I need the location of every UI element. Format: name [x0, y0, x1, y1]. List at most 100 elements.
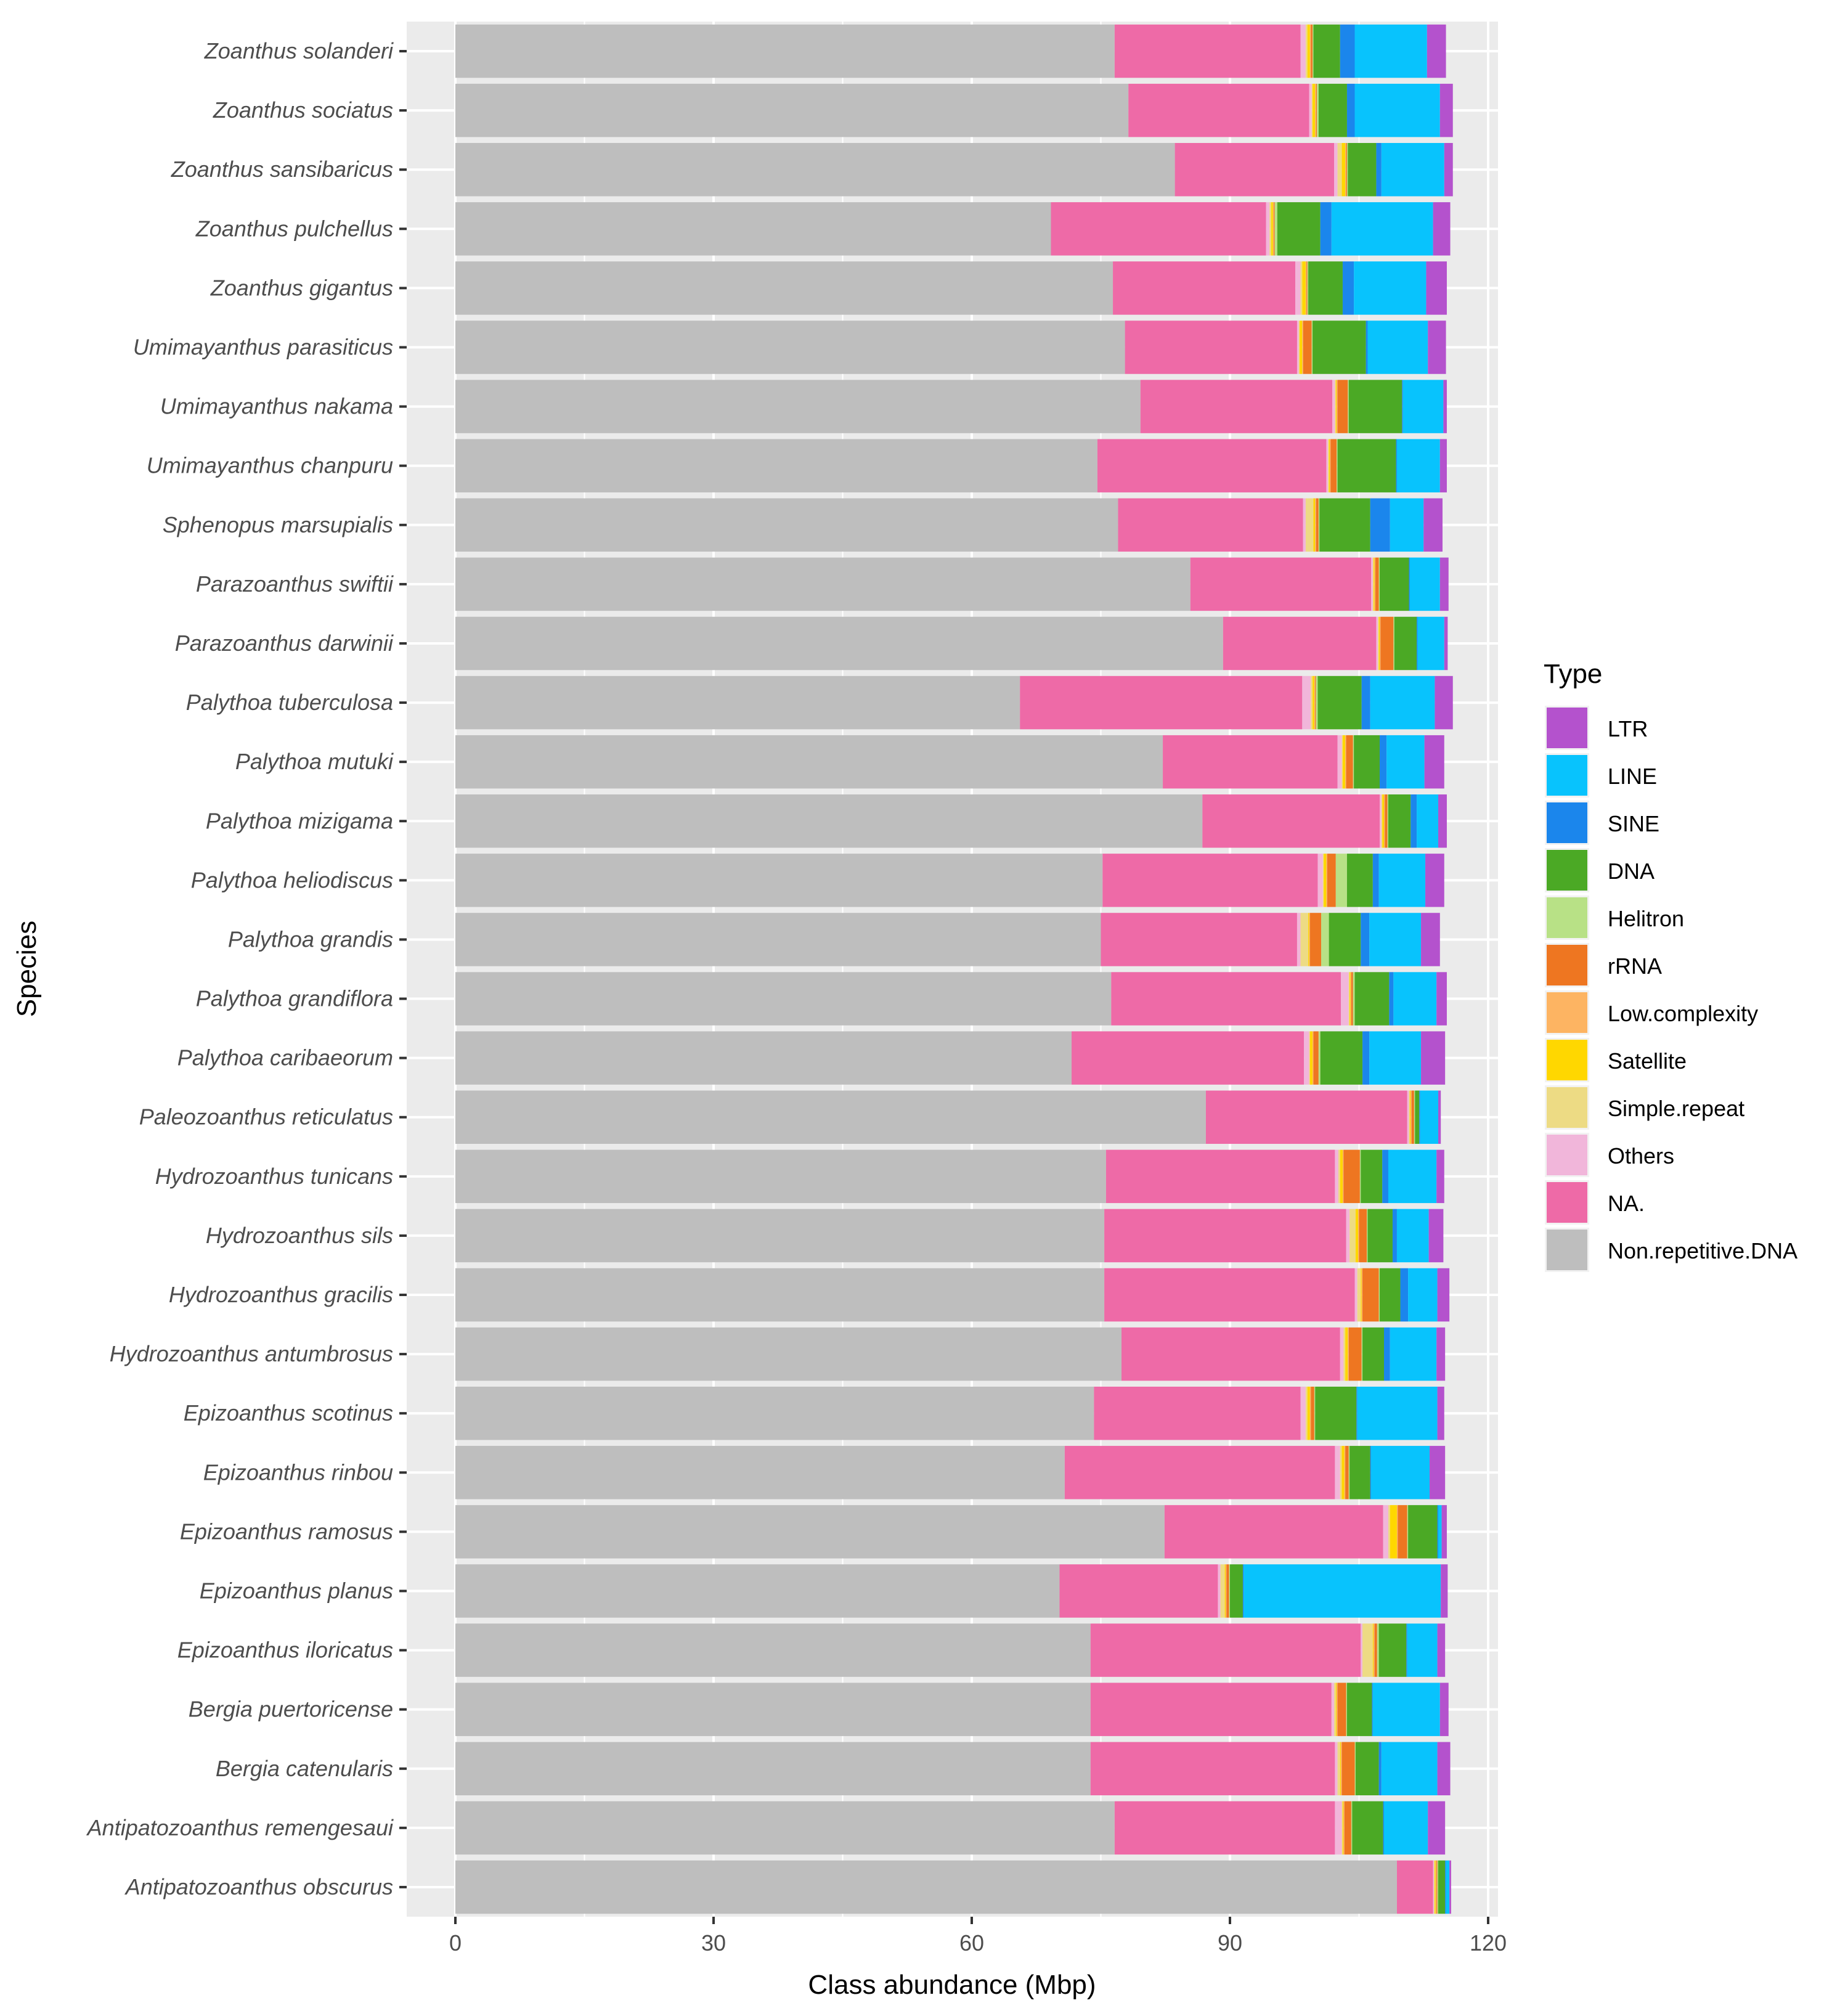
legend-item: Simple.repeat — [1545, 1085, 1744, 1130]
bar-segment-na — [1090, 1683, 1332, 1736]
y-tick-label: Bergia puertoricense — [189, 1697, 393, 1722]
bar-segment-dna — [1320, 1031, 1363, 1085]
bar-segment-na — [1102, 854, 1318, 907]
bar-segment-helitron — [1351, 1801, 1353, 1855]
x-tick-label: 90 — [1218, 1930, 1242, 1956]
bar-segment-ltr — [1423, 498, 1443, 552]
y-axis-title: Species — [12, 921, 42, 1018]
bar-segment-helitron — [1407, 1505, 1409, 1559]
bar-segment-satellite — [1307, 1386, 1310, 1440]
bar-row — [455, 854, 1444, 907]
bar-segment-satellite — [1329, 439, 1330, 492]
bar-segment-others — [1383, 1505, 1388, 1559]
legend-label: Others — [1608, 1143, 1674, 1169]
bar-segment-satellite — [1308, 913, 1309, 966]
legend-item: Helitron — [1545, 895, 1684, 940]
bar-segment-simple-repeat — [1434, 1860, 1435, 1914]
bar-segment-low-complexity — [1410, 1090, 1412, 1144]
bar-segment-na — [1072, 1031, 1305, 1085]
x-axis: 0 30 60 90 120 — [449, 1917, 1507, 1956]
bar-segment-helitron — [1378, 557, 1380, 611]
bar-segment-line — [1393, 972, 1437, 1026]
bar-segment-helitron — [1335, 854, 1347, 907]
bar-segment-others — [1303, 498, 1306, 552]
bar-segment-ltr — [1426, 261, 1447, 315]
bar-segment-line — [1407, 1623, 1438, 1677]
y-tick-label: Palythoa heliodiscus — [191, 867, 393, 892]
y-tick-label: Umimayanthus parasiticus — [133, 335, 393, 360]
bar-segment-line — [1402, 380, 1444, 433]
bar-segment-dna — [1378, 1623, 1407, 1677]
bar-segment-na — [1125, 320, 1297, 374]
y-tick-label: Parazoanthus darwinii — [175, 630, 394, 656]
bar-segment-ltr — [1427, 24, 1446, 78]
x-axis-title: Class abundance (Mbp) — [808, 1970, 1096, 2000]
bar-row — [455, 320, 1446, 374]
bar-segment-na — [1128, 83, 1309, 137]
bar-segment-others — [1266, 202, 1270, 256]
bar-segment-sine — [1361, 675, 1370, 730]
bar-segment-simple-repeat — [1338, 1149, 1340, 1204]
legend-label: Non.repetitive.DNA — [1608, 1238, 1797, 1263]
y-tick-label: Antipatozoanthus obscurus — [124, 1874, 393, 1899]
bar-segment-others — [1341, 972, 1349, 1026]
bar-segment-rrna — [1327, 854, 1336, 907]
bar-row — [455, 1860, 1451, 1914]
bar-segment-low-complexity — [1343, 1801, 1345, 1855]
bar-segment-sine — [1400, 1268, 1409, 1322]
bar-segment-rrna — [1348, 1327, 1362, 1381]
bar-row — [455, 1209, 1444, 1263]
bar-segment-satellite — [1390, 1505, 1397, 1559]
bar-segment-non-repetitive-dna — [455, 1327, 1122, 1381]
bar-segment-dna — [1313, 24, 1340, 78]
bar-segment-na — [1114, 1801, 1335, 1855]
bar-segment-satellite — [1271, 202, 1273, 256]
y-tick-label: Hydrozoanthus antumbrosus — [110, 1341, 393, 1366]
bar-segment-sine — [1410, 794, 1417, 848]
y-tick-label: Sphenopus marsupialis — [163, 512, 393, 537]
bar-segment-na — [1164, 1505, 1383, 1559]
bar-segment-satellite — [1313, 498, 1316, 552]
bar-segment-satellite — [1324, 854, 1327, 907]
bar-segment-others — [1295, 261, 1301, 315]
bar-segment-rrna — [1351, 972, 1353, 1026]
bar-segment-dna — [1367, 1209, 1393, 1263]
bar-row — [455, 1801, 1446, 1855]
bar-segment-rrna — [1346, 735, 1353, 789]
bar-segment-sine — [1419, 1090, 1420, 1144]
bar-segment-na — [1094, 1386, 1301, 1440]
legend-swatch — [1547, 708, 1587, 748]
legend-item: Others — [1545, 1133, 1674, 1177]
legend-label: LTR — [1608, 716, 1648, 741]
bar-segment-sine — [1389, 972, 1394, 1026]
bar-segment-simple-repeat — [1388, 1505, 1390, 1559]
bar-row — [455, 24, 1446, 78]
bar-segment-na — [1104, 1209, 1346, 1263]
bar-segment-non-repetitive-dna — [455, 913, 1101, 966]
y-tick-label: Palythoa grandis — [228, 926, 393, 952]
bar-segment-satellite — [1307, 24, 1310, 78]
bar-segment-na — [1101, 913, 1297, 966]
bar-segment-dna — [1355, 1742, 1379, 1796]
bar-segment-rrna — [1315, 675, 1316, 730]
bar-segment-rrna — [1313, 1031, 1319, 1085]
bar-segment-helitron — [1317, 83, 1319, 137]
y-tick-label: Epizoanthus iloricatus — [177, 1638, 393, 1663]
legend-swatch — [1547, 1135, 1587, 1175]
bar-segment-non-repetitive-dna — [455, 1209, 1105, 1263]
bar-segment-rrna — [1385, 794, 1388, 848]
bar-segment-satellite — [1313, 83, 1316, 137]
bar-segment-na — [1051, 202, 1266, 256]
bar-segment-ltr — [1444, 616, 1448, 671]
bar-segment-satellite — [1340, 1149, 1343, 1204]
bar-segment-others — [1300, 24, 1306, 78]
bar-segment-non-repetitive-dna — [455, 498, 1118, 552]
legend-label: SINE — [1608, 811, 1659, 836]
bar-segment-dna — [1317, 675, 1362, 730]
bar-row — [455, 1446, 1446, 1499]
bar-segment-rrna — [1411, 1090, 1414, 1144]
bar-segment-others — [1309, 83, 1312, 137]
legend: Type LTR LINE SINE DNA Helitron rRNA Low.compl… — [1544, 659, 1797, 1272]
bar-segment-na — [1396, 1860, 1433, 1914]
bar-segment-sine — [1320, 202, 1332, 256]
